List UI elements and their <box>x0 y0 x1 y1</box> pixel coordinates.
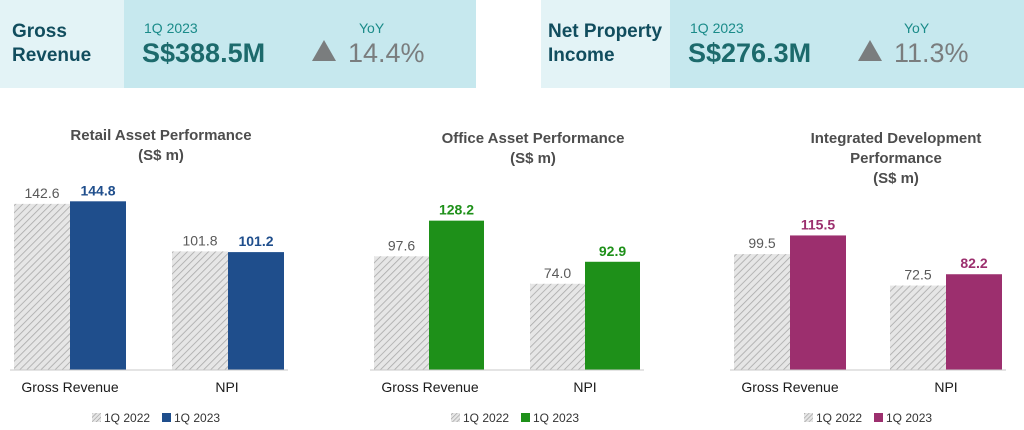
chart-title-line: (S$ m) <box>510 150 556 167</box>
bar-value-label: 142.6 <box>24 185 59 201</box>
bar-value-label: 101.2 <box>238 233 273 249</box>
kpi-name-line2: Revenue <box>12 45 92 66</box>
bar-prior <box>14 203 70 370</box>
kpi-value-panel: 1Q 2023 S$276.3M YoY 11.3% <box>670 0 1024 88</box>
bar-value-label: 92.9 <box>599 243 626 259</box>
bar-current <box>429 220 484 370</box>
up-triangle-icon <box>312 40 336 61</box>
legend-label: 1Q 2023 <box>533 411 579 425</box>
kpi-yoy-label: YoY <box>359 20 385 36</box>
category-label: NPI <box>215 379 238 395</box>
kpi-value-panel: 1Q 2023 S$388.5M YoY 14.4% <box>124 0 476 88</box>
legend-swatch <box>162 413 171 422</box>
category-label: NPI <box>573 379 596 395</box>
bar-current <box>70 201 126 370</box>
kpi-yoy-value: 11.3% <box>894 38 969 68</box>
legend-swatch <box>92 413 101 422</box>
chart-title-line: (S$ m) <box>873 170 919 187</box>
chart-title-line: Integrated Development <box>811 130 982 147</box>
legend-label: 1Q 2023 <box>886 411 932 425</box>
kpi-amount: S$388.5M <box>142 38 266 68</box>
bar-current <box>790 235 846 370</box>
bar-prior <box>890 285 946 370</box>
legend-label: 1Q 2022 <box>816 411 862 425</box>
bar-current <box>946 274 1002 370</box>
bar-value-label: 74.0 <box>544 265 571 281</box>
bar-prior <box>530 283 585 370</box>
chart-title-line: (S$ m) <box>138 147 184 164</box>
bar-value-label: 144.8 <box>80 182 115 198</box>
legend-swatch <box>874 413 883 422</box>
kpi-name-line2: Income <box>548 45 615 66</box>
bar-value-label: 101.8 <box>182 232 217 248</box>
legend-swatch <box>451 413 460 422</box>
category-label: Gross Revenue <box>381 379 478 395</box>
bar-value-label: 82.2 <box>960 255 987 271</box>
kpi-amount: S$276.3M <box>688 38 812 68</box>
kpi-net-property-income: Net Property Income 1Q 2023 S$276.3M YoY… <box>541 0 1024 88</box>
kpi-name: Net Property Income <box>548 20 662 68</box>
bar-value-label: 128.2 <box>439 202 474 218</box>
bar-value-label: 72.5 <box>904 267 931 283</box>
bar-value-label: 99.5 <box>748 235 775 251</box>
chart-title-line: Performance <box>850 150 942 167</box>
chart-title-line: Office Asset Performance <box>442 130 625 147</box>
bar-current <box>228 252 284 370</box>
legend-label: 1Q 2022 <box>463 411 509 425</box>
kpi-yoy-value: 14.4% <box>348 38 425 68</box>
bar-current <box>585 261 640 370</box>
kpi-name-line1: Net Property <box>548 21 663 42</box>
kpi-name-line1: Gross <box>12 21 67 42</box>
bar-prior <box>374 256 429 370</box>
bar-value-label: 115.5 <box>801 216 835 232</box>
category-label: Gross Revenue <box>21 379 118 395</box>
category-label: NPI <box>934 379 957 395</box>
category-label: Gross Revenue <box>741 379 838 395</box>
up-triangle-icon <box>858 40 882 61</box>
kpi-period: 1Q 2023 <box>144 20 198 36</box>
kpi-gross-revenue: Gross Revenue 1Q 2023 S$388.5M YoY 14.4% <box>0 0 476 88</box>
kpi-period: 1Q 2023 <box>690 20 744 36</box>
legend-swatch <box>804 413 813 422</box>
bar-prior <box>172 251 228 370</box>
legend-label: 1Q 2023 <box>174 411 220 425</box>
bar-prior <box>734 254 790 370</box>
chart-title-line: Retail Asset Performance <box>70 127 251 144</box>
legend-label: 1Q 2022 <box>104 411 150 425</box>
legend-swatch <box>521 413 530 422</box>
kpi-name: Gross Revenue <box>12 20 91 68</box>
bar-value-label: 97.6 <box>388 237 415 253</box>
kpi-yoy-label: YoY <box>904 20 930 36</box>
